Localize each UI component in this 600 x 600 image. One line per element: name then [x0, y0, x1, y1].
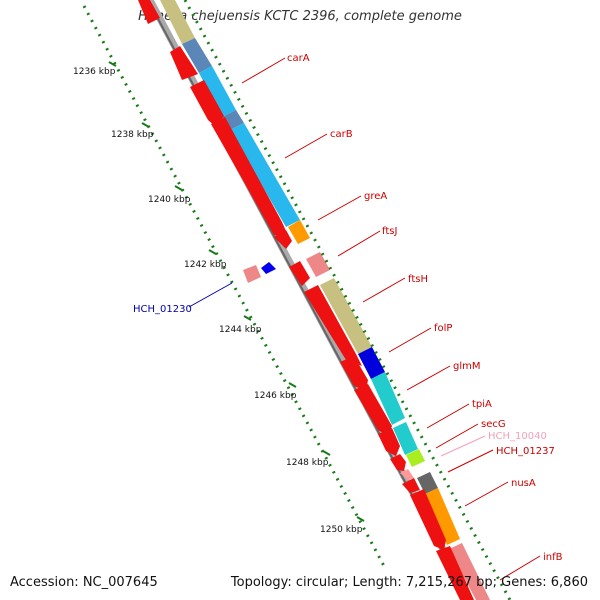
tick-mark: [174, 185, 183, 191]
tick-label: 1240 kbp: [148, 195, 191, 205]
gene-arrow-secG[interactable]: [390, 454, 406, 471]
gene-arrow-greA[interactable]: [274, 230, 292, 249]
track-segment-teal[interactable]: [371, 372, 405, 425]
gene-arrow-folP[interactable]: [340, 356, 368, 391]
track-segment-lime[interactable]: [406, 449, 425, 467]
gene-label-glmM[interactable]: glmM: [453, 361, 481, 372]
tick-mark: [141, 122, 150, 128]
accession-label: Accession: NC_007645: [10, 575, 158, 590]
gene-arrow-carB[interactable]: [190, 80, 224, 127]
gene-track-reverse: [243, 262, 276, 283]
feature-track: [160, 0, 490, 600]
track-segment-khaki[interactable]: [160, 0, 195, 44]
gene-arrow-HCH_01230-blue[interactable]: [261, 262, 276, 274]
tick-label: 1250 kbp: [320, 525, 363, 535]
track-segment-pink-2[interactable]: [449, 543, 490, 600]
gene-arrow-glmM[interactable]: [354, 384, 392, 436]
tick-label: 1246 kbp: [254, 391, 297, 401]
gene-labels: carA carB greA ftsJ ftsH folP glmM tpiA …: [133, 53, 563, 563]
ruler-outer: [183, 0, 512, 600]
tick-mark: [208, 249, 217, 255]
tick-mark: [322, 450, 331, 456]
tick-mark: [288, 382, 297, 388]
gene-label-greA[interactable]: greA: [364, 191, 387, 202]
gene-label-secG[interactable]: secG: [481, 419, 506, 430]
ruler-inner: [82, 5, 386, 567]
gene-box-HCH_01230[interactable]: [243, 265, 261, 283]
gene-arrow-ftsJ[interactable]: [289, 261, 310, 286]
tick-label: 1238 kbp: [111, 130, 154, 140]
track-segment-orange[interactable]: [288, 220, 310, 244]
gene-label-ftsH[interactable]: ftsH: [408, 274, 428, 285]
gene-label-HCH_10040[interactable]: HCH_10040: [488, 431, 547, 442]
gene-label-folP[interactable]: folP: [434, 323, 452, 334]
map-title: Hahella chejuensis KCTC 2396, complete g…: [138, 9, 462, 24]
genome-summary: Topology: circular; Length: 7,215,267 bp…: [230, 575, 588, 590]
track-segment-khaki-2[interactable]: [320, 278, 372, 354]
track-segment-steelblue[interactable]: [182, 38, 212, 73]
gene-arrow-carA[interactable]: [170, 46, 198, 80]
gene-arrow-HCH_01237[interactable]: [402, 478, 420, 493]
gene-label-HCH_01230[interactable]: HCH_01230: [133, 304, 192, 315]
gene-label-carB[interactable]: carB: [330, 129, 353, 140]
tick-group: 1236 kbp 1238 kbp 1240 kbp 1242 kbp 1244…: [73, 61, 365, 535]
tick-label: 1242 kbp: [184, 260, 227, 270]
track-segment-skyblue[interactable]: [199, 66, 236, 117]
gene-label-infB[interactable]: infB: [543, 552, 563, 563]
gene-arrow-tpiA[interactable]: [378, 428, 400, 456]
gene-arrow-nusA[interactable]: [410, 489, 446, 550]
gene-arrow[interactable]: [138, 0, 160, 24]
track-segment-teal-2[interactable]: [393, 422, 418, 455]
leader-lines: [188, 57, 541, 581]
tick-mark: [108, 61, 117, 67]
tick-label: 1244 kbp: [219, 325, 262, 335]
gene-arrow-carB-main[interactable]: [211, 117, 290, 240]
track-segment-gray[interactable]: [417, 472, 438, 494]
track-segment-blue[interactable]: [358, 347, 385, 379]
gene-label-carA[interactable]: carA: [287, 53, 310, 64]
tick-mark: [243, 315, 252, 321]
tick-label: 1236 kbp: [73, 67, 116, 77]
gene-label-HCH_01237[interactable]: HCH_01237: [496, 446, 555, 457]
track-segment-pink[interactable]: [306, 252, 330, 277]
ruler: [82, 0, 512, 600]
tick-label: 1248 kbp: [286, 458, 329, 468]
gene-arrow-ftsH[interactable]: [304, 285, 362, 366]
gene-label-tpiA[interactable]: tpiA: [472, 399, 492, 410]
gene-label-nusA[interactable]: nusA: [511, 478, 536, 489]
gene-arrow-HCH_10040[interactable]: [400, 469, 414, 480]
gene-track-forward: [138, 0, 474, 600]
track-segment-orange-2[interactable]: [425, 488, 460, 545]
gene-arrow-infB[interactable]: [436, 546, 474, 600]
track-segment-skyblue-2[interactable]: [230, 123, 300, 227]
tick-mark: [356, 516, 365, 522]
gene-label-ftsJ[interactable]: ftsJ: [382, 226, 397, 237]
